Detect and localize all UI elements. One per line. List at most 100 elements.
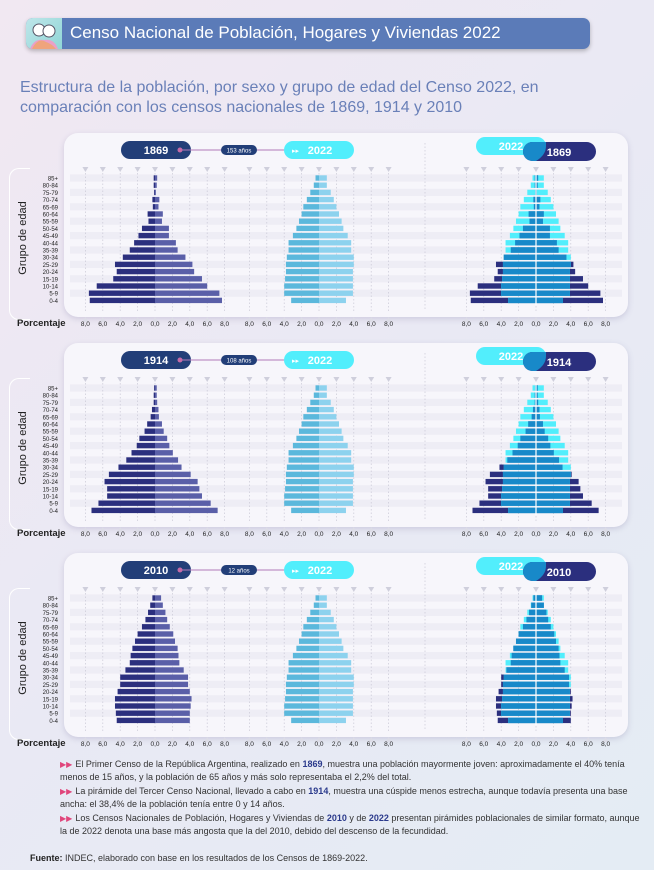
triangle-marker [585,587,592,592]
bar-2022-female [319,493,353,499]
triangle-marker [246,377,253,382]
bar-1914-female [155,457,179,463]
overlay-bar-overlap-male [533,196,536,203]
census-pill-1914 [121,351,191,369]
bar-1869-male [153,182,155,188]
census-pill-2022 [284,351,354,369]
source-text: INDEC, elaborado con base en los resulta… [62,853,368,863]
bar-2022-female [319,276,353,282]
triangle-marker [385,317,392,322]
overlay-bar-overlap-male [510,247,536,253]
age-label: 85+ [48,597,59,603]
bar-1869-female [155,254,186,260]
bar-2022-female [319,507,346,514]
bar-2022-male [291,717,319,724]
tick-label: 8,0 [384,531,393,538]
bar-1869-male [147,211,155,217]
triangle-marker [263,377,270,382]
tick-label: 8,0 [220,321,229,328]
overlay-bar-2022-female [536,182,544,188]
overlay-bar-2022-male [527,189,536,196]
bar-1914-male [98,500,155,506]
overlay-bar-overlap-female [536,688,570,695]
bar-2022-male [285,276,319,282]
age-label: 45-49 [43,444,59,450]
triangle-marker [281,737,288,742]
triangle-marker [550,317,557,322]
tick-label: 6,0 [203,321,212,328]
note-year: 2010 [326,813,347,823]
tick-label: 2,0 [297,531,306,538]
triangle-marker [263,587,270,592]
triangle-marker [82,587,89,592]
triangle-marker [152,167,158,172]
notes: ▶▶ El Primer Censo de la República Argent… [60,758,640,839]
gap-label: 12 años [228,569,249,575]
overlay-bar-2022-male [520,414,536,420]
bar-1869-female [155,204,159,210]
bar-2022-female [319,196,334,203]
bar-2010-male [132,645,155,652]
overlay-bar-overlap-female [536,624,551,630]
triangle-marker [82,167,89,172]
age-label: 60-64 [43,213,59,219]
gap-pill [221,355,257,365]
triangle-marker [585,377,592,382]
tick-label: 2,0 [168,321,177,328]
tick-label: 6,0 [479,741,488,748]
overlay-bar-overlap-female [536,638,557,644]
bar-2010-female [155,645,178,652]
triangle-marker [480,527,487,532]
overlay-bar-2022-male [518,421,536,427]
bar-1869-male [89,297,155,304]
overlay-bar-overlap-male [522,624,536,630]
overlay-bar-2022-female [536,421,557,427]
bar-2022-male [313,392,319,398]
bar-1914-male [107,493,155,499]
tick-label: 4,0 [349,741,358,748]
bar-2022-female [319,645,344,652]
triangle-marker [204,587,211,592]
bar-2022-female [319,616,334,623]
tick-label: 6,0 [367,531,376,538]
triangle-marker [117,377,124,382]
census-pill-label: 2022 [308,355,332,367]
triangle-marker [204,317,211,322]
overlay-bar-overlap-female [536,414,540,420]
overlay-bar-overlap-female [536,602,544,608]
tick-label: 0,0 [531,531,540,538]
overlay-bar-2022-male [530,182,536,188]
bar-2022-female [319,703,353,709]
overlay-bar-overlap-female [536,290,570,296]
tick-label: 8,0 [384,741,393,748]
bar-1869-male [152,196,155,203]
age-label: 25-29 [43,263,59,269]
bar-2022-male [285,688,319,695]
bar-2022-female [319,478,353,485]
bar-2022-female [319,268,353,275]
age-label: 30-34 [43,256,59,262]
bar-2010-male [150,602,155,608]
bar-2022-male [288,457,319,463]
triangle-marker [480,377,487,382]
bar-2010-female [155,674,189,680]
bar-1869-female [155,247,178,253]
bar-2022-male [285,681,319,688]
overlay-bar-overlap-female [536,421,543,427]
tick-label: 4,0 [280,321,289,328]
bar-1914-female [155,414,159,420]
bar-2022-male [284,703,319,709]
overlay-bar-overlap-male [533,595,536,601]
tick-label: 4,0 [280,531,289,538]
triangle-marker [246,587,253,592]
triangle-marker [186,167,193,172]
bar-2010-female [155,631,174,637]
bar-2022-female [319,471,354,478]
overlay-bar-2022-female [536,175,544,181]
bar-1914-female [155,421,162,427]
bar-2010-female [155,681,189,688]
bar-2010-male [114,703,155,709]
tick-label: 6,0 [262,321,271,328]
age-label: 40-44 [43,241,59,247]
bar-1914-male [139,435,155,442]
